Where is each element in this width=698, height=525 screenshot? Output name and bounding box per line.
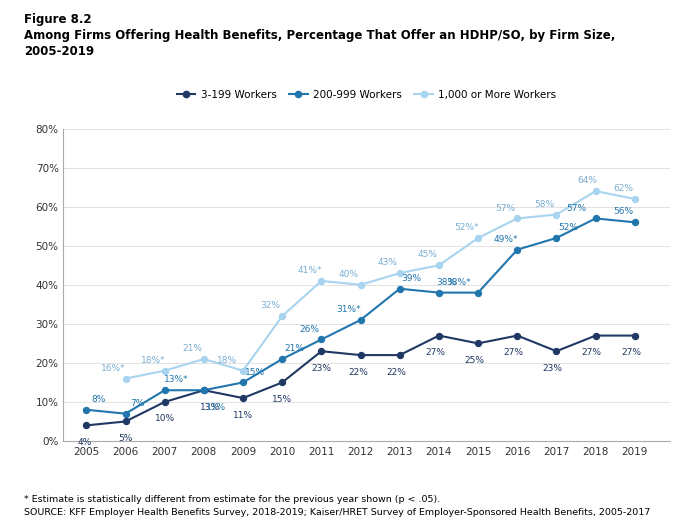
3-199 Workers xyxy=(161,399,169,405)
200-999 Workers xyxy=(552,235,560,241)
Text: 57%: 57% xyxy=(496,204,516,213)
200-999 Workers xyxy=(239,379,247,385)
Text: 39%: 39% xyxy=(401,274,422,283)
1,000 or More Workers xyxy=(552,212,560,218)
1,000 or More Workers xyxy=(121,375,130,382)
1,000 or More Workers xyxy=(396,270,404,276)
Text: 27%: 27% xyxy=(581,348,602,357)
3-199 Workers xyxy=(317,348,325,354)
Text: 11%: 11% xyxy=(233,411,253,419)
Text: 40%: 40% xyxy=(339,270,359,279)
3-199 Workers xyxy=(239,395,247,401)
Text: 56%: 56% xyxy=(613,207,633,216)
Text: 5%: 5% xyxy=(119,434,133,443)
3-199 Workers xyxy=(121,418,130,425)
1,000 or More Workers xyxy=(317,278,325,284)
3-199 Workers xyxy=(591,332,600,339)
Text: 16%*: 16%* xyxy=(101,364,126,373)
Text: 4%: 4% xyxy=(77,438,91,447)
Text: 45%: 45% xyxy=(417,250,437,259)
200-999 Workers xyxy=(82,406,91,413)
Text: SOURCE: KFF Employer Health Benefits Survey, 2018-2019; Kaiser/HRET Survey of Em: SOURCE: KFF Employer Health Benefits Sur… xyxy=(24,508,651,517)
3-199 Workers xyxy=(200,387,208,393)
3-199 Workers xyxy=(435,332,443,339)
Legend: 3-199 Workers, 200-999 Workers, 1,000 or More Workers: 3-199 Workers, 200-999 Workers, 1,000 or… xyxy=(172,86,560,104)
Text: 27%: 27% xyxy=(503,348,524,357)
1,000 or More Workers xyxy=(474,235,482,241)
200-999 Workers xyxy=(435,289,443,296)
Text: 27%: 27% xyxy=(621,348,641,357)
Text: 10%: 10% xyxy=(155,414,174,424)
1,000 or More Workers xyxy=(161,368,169,374)
Text: 27%: 27% xyxy=(425,348,445,357)
3-199 Workers xyxy=(396,352,404,358)
Text: 32%: 32% xyxy=(260,301,281,310)
Text: 38%: 38% xyxy=(437,278,456,287)
Text: 57%: 57% xyxy=(566,204,586,213)
Line: 3-199 Workers: 3-199 Workers xyxy=(83,332,638,428)
3-199 Workers xyxy=(630,332,639,339)
Text: 21%: 21% xyxy=(284,344,304,353)
Text: 21%: 21% xyxy=(182,344,202,353)
Text: 43%: 43% xyxy=(378,258,398,267)
3-199 Workers xyxy=(82,422,91,428)
Text: 52%*: 52%* xyxy=(454,223,479,232)
1,000 or More Workers xyxy=(435,262,443,268)
200-999 Workers xyxy=(396,286,404,292)
3-199 Workers xyxy=(513,332,521,339)
Text: 18%*: 18%* xyxy=(140,356,165,365)
3-199 Workers xyxy=(357,352,365,358)
Text: 23%: 23% xyxy=(542,364,563,373)
Text: 23%: 23% xyxy=(311,364,332,373)
200-999 Workers xyxy=(161,387,169,393)
1,000 or More Workers xyxy=(239,368,247,374)
1,000 or More Workers xyxy=(513,215,521,222)
Text: 58%: 58% xyxy=(535,200,555,208)
Text: 38%*: 38%* xyxy=(446,278,471,287)
200-999 Workers xyxy=(317,337,325,343)
Text: 2005-2019: 2005-2019 xyxy=(24,45,94,58)
1,000 or More Workers xyxy=(591,188,600,194)
Text: 31%*: 31%* xyxy=(336,305,361,314)
Text: 49%*: 49%* xyxy=(493,235,518,244)
Text: 25%: 25% xyxy=(464,356,484,365)
Text: 13%: 13% xyxy=(205,403,225,412)
200-999 Workers xyxy=(630,219,639,226)
3-199 Workers xyxy=(474,340,482,346)
Line: 1,000 or More Workers: 1,000 or More Workers xyxy=(122,188,638,382)
200-999 Workers xyxy=(200,387,208,393)
200-999 Workers xyxy=(513,247,521,253)
Text: 7%: 7% xyxy=(130,399,144,408)
Line: 200-999 Workers: 200-999 Workers xyxy=(83,215,638,417)
3-199 Workers xyxy=(552,348,560,354)
200-999 Workers xyxy=(474,289,482,296)
Text: 22%: 22% xyxy=(386,368,406,376)
200-999 Workers xyxy=(121,411,130,417)
Text: Figure 8.2: Figure 8.2 xyxy=(24,13,92,26)
Text: 18%: 18% xyxy=(217,356,237,365)
200-999 Workers xyxy=(591,215,600,222)
200-999 Workers xyxy=(278,356,286,362)
Text: 64%: 64% xyxy=(578,176,597,185)
Text: 41%*: 41%* xyxy=(297,266,322,275)
1,000 or More Workers xyxy=(357,281,365,288)
Text: 22%: 22% xyxy=(349,368,369,376)
Text: 8%: 8% xyxy=(91,395,105,404)
Text: 13%*: 13%* xyxy=(164,375,188,384)
1,000 or More Workers xyxy=(630,196,639,202)
Text: 52%: 52% xyxy=(558,223,578,232)
1,000 or More Workers xyxy=(200,356,208,362)
200-999 Workers xyxy=(357,317,365,323)
Text: 26%: 26% xyxy=(299,324,320,333)
Text: 15%: 15% xyxy=(272,395,292,404)
3-199 Workers xyxy=(278,379,286,385)
Text: 13%: 13% xyxy=(200,403,220,412)
Text: * Estimate is statistically different from estimate for the previous year shown : * Estimate is statistically different fr… xyxy=(24,495,440,503)
Text: Among Firms Offering Health Benefits, Percentage That Offer an HDHP/SO, by Firm : Among Firms Offering Health Benefits, Pe… xyxy=(24,29,616,42)
Text: 62%: 62% xyxy=(613,184,633,193)
Text: 15%: 15% xyxy=(245,368,265,376)
1,000 or More Workers xyxy=(278,313,286,319)
